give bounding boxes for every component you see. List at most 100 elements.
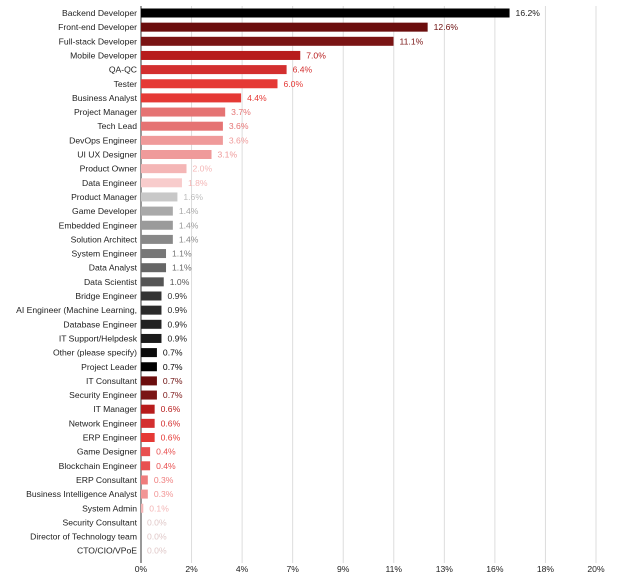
category-label: Product Manager xyxy=(71,192,137,202)
value-label: 0.0% xyxy=(147,546,167,556)
bar xyxy=(141,333,162,343)
category-label: Director of Technology team xyxy=(30,532,137,542)
value-label: 3.6% xyxy=(229,121,249,131)
value-label: 1.0% xyxy=(170,277,190,287)
bar xyxy=(141,418,155,428)
bar xyxy=(141,79,278,89)
value-label: 0.6% xyxy=(161,404,181,414)
category-label: Product Owner xyxy=(80,164,137,174)
value-label: 0.9% xyxy=(167,319,187,329)
bar xyxy=(141,362,157,372)
category-label: Other (please specify) xyxy=(53,348,137,358)
value-label: 0.9% xyxy=(167,333,187,343)
bar xyxy=(141,135,223,145)
bar xyxy=(141,263,167,273)
category-labels: Backend Developer Front-end Developer Full… xyxy=(16,8,138,556)
category-label: Embedded Engineer xyxy=(59,220,137,230)
category-label: Network Engineer xyxy=(69,418,137,428)
bar xyxy=(141,8,510,18)
category-label: Security Engineer xyxy=(69,390,137,400)
category-label: IT Consultant xyxy=(86,376,138,386)
bar xyxy=(141,461,151,471)
category-label: CTO/CIO/VPoE xyxy=(77,546,137,556)
value-label: 0.6% xyxy=(161,433,181,443)
category-label: Business Intelligence Analyst xyxy=(26,489,137,499)
bar xyxy=(141,107,226,117)
category-label: IT Manager xyxy=(93,404,137,414)
value-label: 1.1% xyxy=(172,249,192,259)
bar xyxy=(141,291,162,301)
value-label: 0.9% xyxy=(167,305,187,315)
value-label: 0.7% xyxy=(163,348,183,358)
bar xyxy=(141,22,428,32)
x-tick-label: 2% xyxy=(185,564,198,574)
category-label: Solution Architect xyxy=(71,234,138,244)
bar xyxy=(141,50,301,60)
bar xyxy=(141,206,173,216)
x-tick-label: 20% xyxy=(587,564,605,574)
bar xyxy=(141,447,151,457)
category-label: Mobile Developer xyxy=(70,50,137,60)
x-tick-label: 4% xyxy=(236,564,249,574)
x-tick-label: 7% xyxy=(286,564,299,574)
value-label: 12.6% xyxy=(434,22,459,32)
category-label: Game Developer xyxy=(72,206,137,216)
category-label: Data Engineer xyxy=(82,178,137,188)
category-label: Project Manager xyxy=(74,107,137,117)
value-label: 6.0% xyxy=(284,79,304,89)
value-label: 0.0% xyxy=(147,517,167,527)
value-label: 0.7% xyxy=(163,390,183,400)
category-label: IT Support/Helpdesk xyxy=(59,333,138,343)
bar xyxy=(141,192,178,202)
category-label: System Engineer xyxy=(72,249,138,259)
x-tick-label: 16% xyxy=(486,564,504,574)
gridlines xyxy=(140,6,597,563)
value-label: 0.6% xyxy=(161,418,181,428)
bar xyxy=(141,65,287,75)
bar xyxy=(141,121,223,131)
x-tick-label: 18% xyxy=(537,564,555,574)
x-tick-label: 0% xyxy=(135,564,148,574)
bar xyxy=(141,319,162,329)
bar xyxy=(141,503,144,513)
bar xyxy=(141,234,173,244)
bar xyxy=(141,305,162,315)
x-tick-label: 13% xyxy=(436,564,454,574)
category-label: Backend Developer xyxy=(62,8,137,18)
bar xyxy=(141,404,155,414)
category-label: Security Consultant xyxy=(62,517,137,527)
category-label: ERP Consultant xyxy=(76,475,138,485)
category-label: Database Engineer xyxy=(63,319,137,329)
value-label: 1.8% xyxy=(188,178,208,188)
bar xyxy=(141,178,182,188)
value-label: 11.1% xyxy=(400,36,424,46)
value-label: 16.2% xyxy=(516,8,541,18)
value-label: 0.4% xyxy=(156,447,176,457)
value-label: 1.4% xyxy=(179,234,199,244)
value-label: 3.6% xyxy=(229,135,249,145)
category-label: UI UX Designer xyxy=(77,150,137,160)
value-label: 0.3% xyxy=(154,489,174,499)
value-label: 0.1% xyxy=(149,503,169,513)
bar xyxy=(141,348,157,358)
category-label: Bridge Engineer xyxy=(75,291,137,301)
bar xyxy=(141,220,173,230)
category-label: Data Scientist xyxy=(84,277,138,287)
value-label: 1.6% xyxy=(183,192,203,202)
category-label: Tester xyxy=(114,79,138,89)
category-label: Project Leader xyxy=(81,362,137,372)
value-label: 3.7% xyxy=(231,107,251,117)
category-label: Game Designer xyxy=(77,447,137,457)
x-tick-label: 9% xyxy=(337,564,350,574)
bar xyxy=(141,36,394,46)
value-label: 6.4% xyxy=(293,65,313,75)
value-label: 7.0% xyxy=(306,50,326,60)
value-label: 0.3% xyxy=(154,475,174,485)
bar xyxy=(141,433,155,442)
bar xyxy=(141,164,187,174)
value-label: 0.7% xyxy=(163,376,183,386)
value-label: 0.7% xyxy=(163,362,183,372)
value-label: 1.1% xyxy=(172,263,192,273)
bar xyxy=(141,93,242,103)
value-label: 0.9% xyxy=(167,291,187,301)
